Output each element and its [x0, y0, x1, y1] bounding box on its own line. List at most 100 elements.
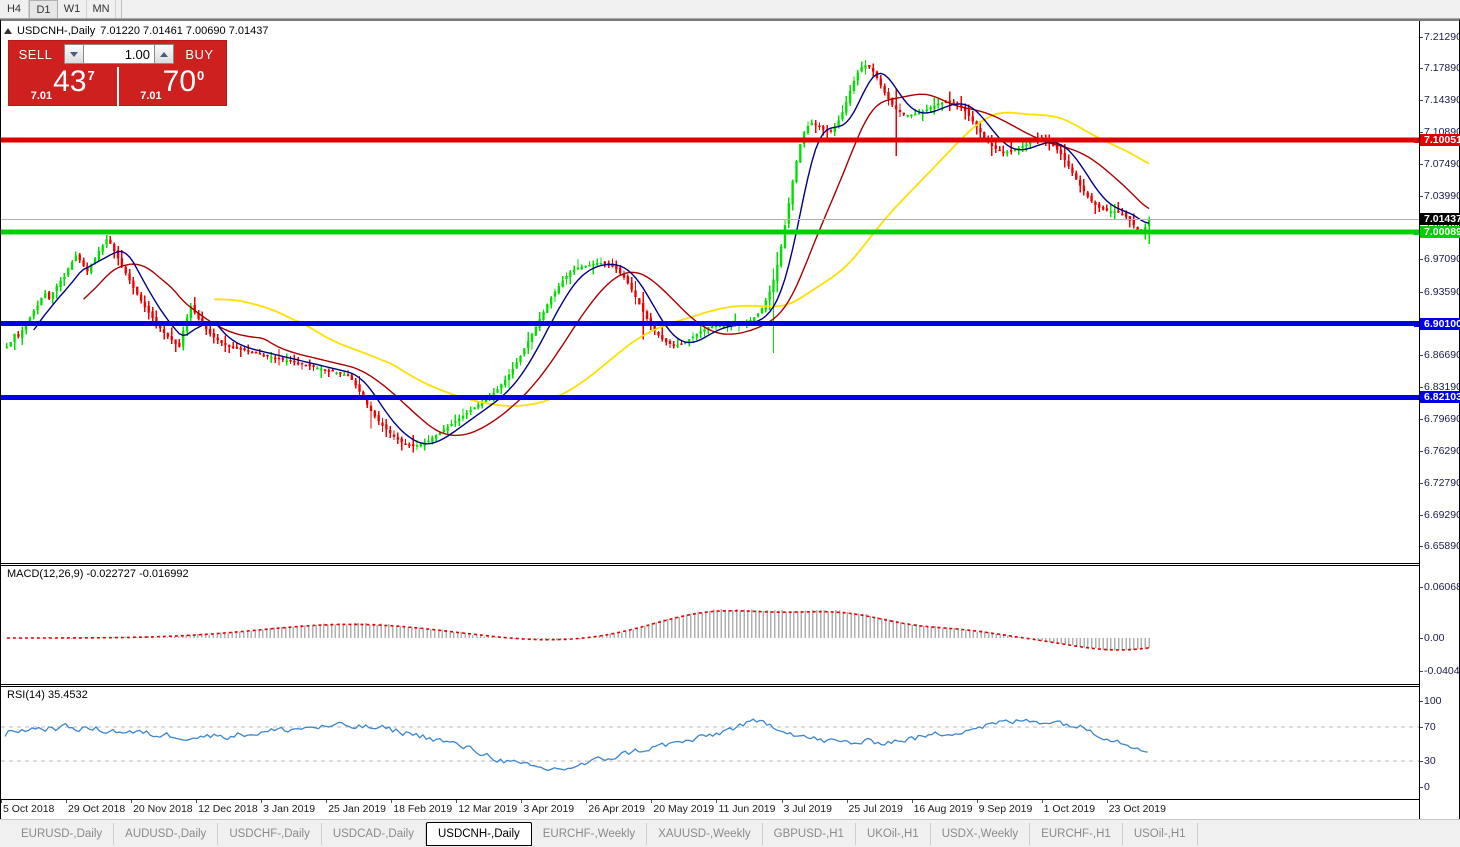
chart-tabs[interactable]: EURUSD-,Daily AUDUSD-,Daily USDCHF-,Daily U…: [0, 819, 1460, 847]
chart-tab-usdcad[interactable]: USDCAD-,Daily: [322, 822, 426, 845]
date-tick: [196, 800, 198, 803]
buy-button[interactable]: BUY: [185, 46, 214, 62]
line-handle[interactable]: [1414, 395, 1419, 401]
date-tick: [1106, 800, 1108, 803]
chart-tab-usdx[interactable]: USDX-,Weekly: [931, 822, 1031, 845]
buy-price-big: 70: [162, 67, 197, 98]
date-tick: [651, 800, 653, 803]
price-tag-support-line[interactable]: 7.00089: [1420, 225, 1460, 238]
date-axis: 5 Oct 2018 29 Oct 2018 20 Nov 2018 12 Dec 2…: [1, 799, 1419, 819]
chart-tab-eurchf[interactable]: EURCHF-,Weekly: [532, 822, 648, 845]
price-tag-current-price[interactable]: 7.01437: [1420, 213, 1460, 226]
line-handle[interactable]: [1414, 321, 1419, 327]
date-tick: [261, 800, 263, 803]
volume-increase-icon[interactable]: [154, 44, 174, 64]
macd-label: MACD(12,26,9) -0.022727 -0.016992: [5, 568, 191, 580]
date-tick: [521, 800, 523, 803]
sell-price-sup: 7: [87, 68, 95, 83]
price-tag-level-line[interactable]: 6.82103: [1420, 391, 1460, 404]
price-tag-level-line[interactable]: 6.90100: [1420, 317, 1460, 330]
macd-pane[interactable]: MACD(12,26,9) -0.022727 -0.016992: [1, 566, 1419, 683]
chart-properties-icon[interactable]: [4, 27, 12, 34]
volume-decrease-icon[interactable]: [64, 44, 84, 64]
date-label: 12 Mar 2019: [458, 803, 518, 815]
macd-tick: 0.060687: [1420, 581, 1460, 593]
timeframe-toolbar: H4 D1 W1 MN: [0, 0, 1460, 19]
rsi-tick: 100: [1420, 695, 1442, 707]
one-click-trading-panel[interactable]: SELL BUY 1.00 7.01 43 7 7.01 70: [8, 40, 227, 106]
volume-stepper[interactable]: 1.00: [64, 44, 174, 64]
chart-tab-xauusd[interactable]: XAUUSD-,Weekly: [647, 822, 763, 845]
price-chart-canvas[interactable]: [1, 21, 1419, 562]
price-tag-resistance-line[interactable]: 7.10051: [1420, 134, 1460, 147]
chart-ohlc-label: 7.01220 7.01461 7.00690 7.01437: [100, 24, 269, 37]
timeframe-d1[interactable]: D1: [29, 0, 58, 18]
buy-price[interactable]: 7.01 70 0: [116, 67, 227, 106]
date-tick: [1, 800, 2, 803]
price-tick: 6.76290: [1420, 445, 1460, 457]
date-label: 3 Jul 2019: [783, 803, 832, 815]
date-tick: [131, 800, 133, 803]
date-label: 20 Nov 2018: [133, 803, 193, 815]
sell-price-big: 43: [53, 67, 87, 98]
date-tick: [976, 800, 978, 803]
date-label: 25 Jan 2019: [328, 803, 387, 815]
chart-symbol-label: USDCNH-,Daily: [17, 24, 96, 37]
chart-tab-eurchf[interactable]: EURCHF-,H1: [1030, 822, 1123, 845]
rsi-tick: 30: [1420, 755, 1436, 767]
chart-tab-gbpusd[interactable]: GBPUSD-,H1: [763, 822, 856, 845]
price-tick: 6.72790: [1420, 477, 1460, 489]
price-scale[interactable]: 7.21290 7.17890 7.14390 7.10890 7.07490 7.039…: [1414, 21, 1460, 819]
timeframe-h4[interactable]: H4: [0, 0, 29, 18]
price-tick: 6.93590: [1420, 286, 1460, 298]
pane-divider: [1, 684, 1460, 685]
date-label: 3 Apr 2019: [523, 803, 575, 815]
toolbar-divider: [121, 0, 122, 18]
price-tick: 6.97090: [1420, 253, 1460, 265]
chart-window[interactable]: USDCNH-,Daily 7.01220 7.01461 7.00690 7.…: [0, 19, 1460, 819]
chart-tab-ukoil[interactable]: UKOil-,H1: [856, 822, 931, 845]
macd-tick: 0.00: [1420, 632, 1444, 644]
price-pane[interactable]: [1, 21, 1419, 562]
date-label: 1 Oct 2019: [1043, 803, 1096, 815]
date-tick: [1041, 800, 1043, 803]
price-tick: 7.07490: [1420, 158, 1460, 170]
price-tick: 7.14390: [1420, 94, 1460, 106]
date-label: 18 Feb 2019: [393, 803, 453, 815]
oct-quotes: 7.01 43 7 7.01 70 0: [9, 67, 226, 106]
line-handle[interactable]: [1414, 138, 1419, 144]
chart-tab-audusd[interactable]: AUDUSD-,Daily: [114, 822, 219, 845]
date-tick: [846, 800, 848, 803]
date-label: 5 Oct 2018: [3, 803, 55, 815]
date-label: 26 Apr 2019: [588, 803, 646, 815]
chart-tab-eurusd[interactable]: EURUSD-,Daily: [10, 822, 115, 845]
chart-tab-usoil[interactable]: USOil-,H1: [1123, 822, 1198, 845]
rsi-tick: 70: [1420, 721, 1436, 733]
chart-tab-usdchf[interactable]: USDCHF-,Daily: [218, 822, 322, 845]
date-label: 3 Jan 2019: [263, 803, 316, 815]
macd-chart-canvas[interactable]: [1, 566, 1419, 683]
date-tick: [391, 800, 393, 803]
date-tick: [781, 800, 783, 803]
volume-input[interactable]: 1.00: [84, 44, 154, 64]
date-label: 11 Jun 2019: [718, 803, 776, 815]
timeframe-mn[interactable]: MN: [87, 0, 116, 18]
price-tick: 6.65890: [1420, 540, 1460, 552]
pane-divider: [1, 686, 1460, 687]
sell-button[interactable]: SELL: [18, 46, 53, 62]
buy-price-sup: 0: [197, 68, 205, 83]
chart-tab-usdcnh[interactable]: USDCNH-,Daily: [425, 821, 532, 846]
date-label: 16 Aug 2019: [913, 803, 973, 815]
rsi-chart-canvas[interactable]: [1, 687, 1419, 797]
date-tick: [586, 800, 588, 803]
price-tick: 6.69290: [1420, 509, 1460, 521]
date-label: 9 Sep 2019: [978, 803, 1033, 815]
timeframe-w1[interactable]: W1: [58, 0, 87, 18]
price-tick: 7.17890: [1420, 62, 1460, 74]
line-handle[interactable]: [1414, 229, 1419, 235]
rsi-pane[interactable]: RSI(14) 35.4532: [1, 687, 1419, 797]
date-label: 23 Oct 2019: [1108, 803, 1166, 815]
sell-price[interactable]: 7.01 43 7: [9, 67, 117, 106]
date-tick: [66, 800, 68, 803]
price-tick: 7.21290: [1420, 31, 1460, 43]
